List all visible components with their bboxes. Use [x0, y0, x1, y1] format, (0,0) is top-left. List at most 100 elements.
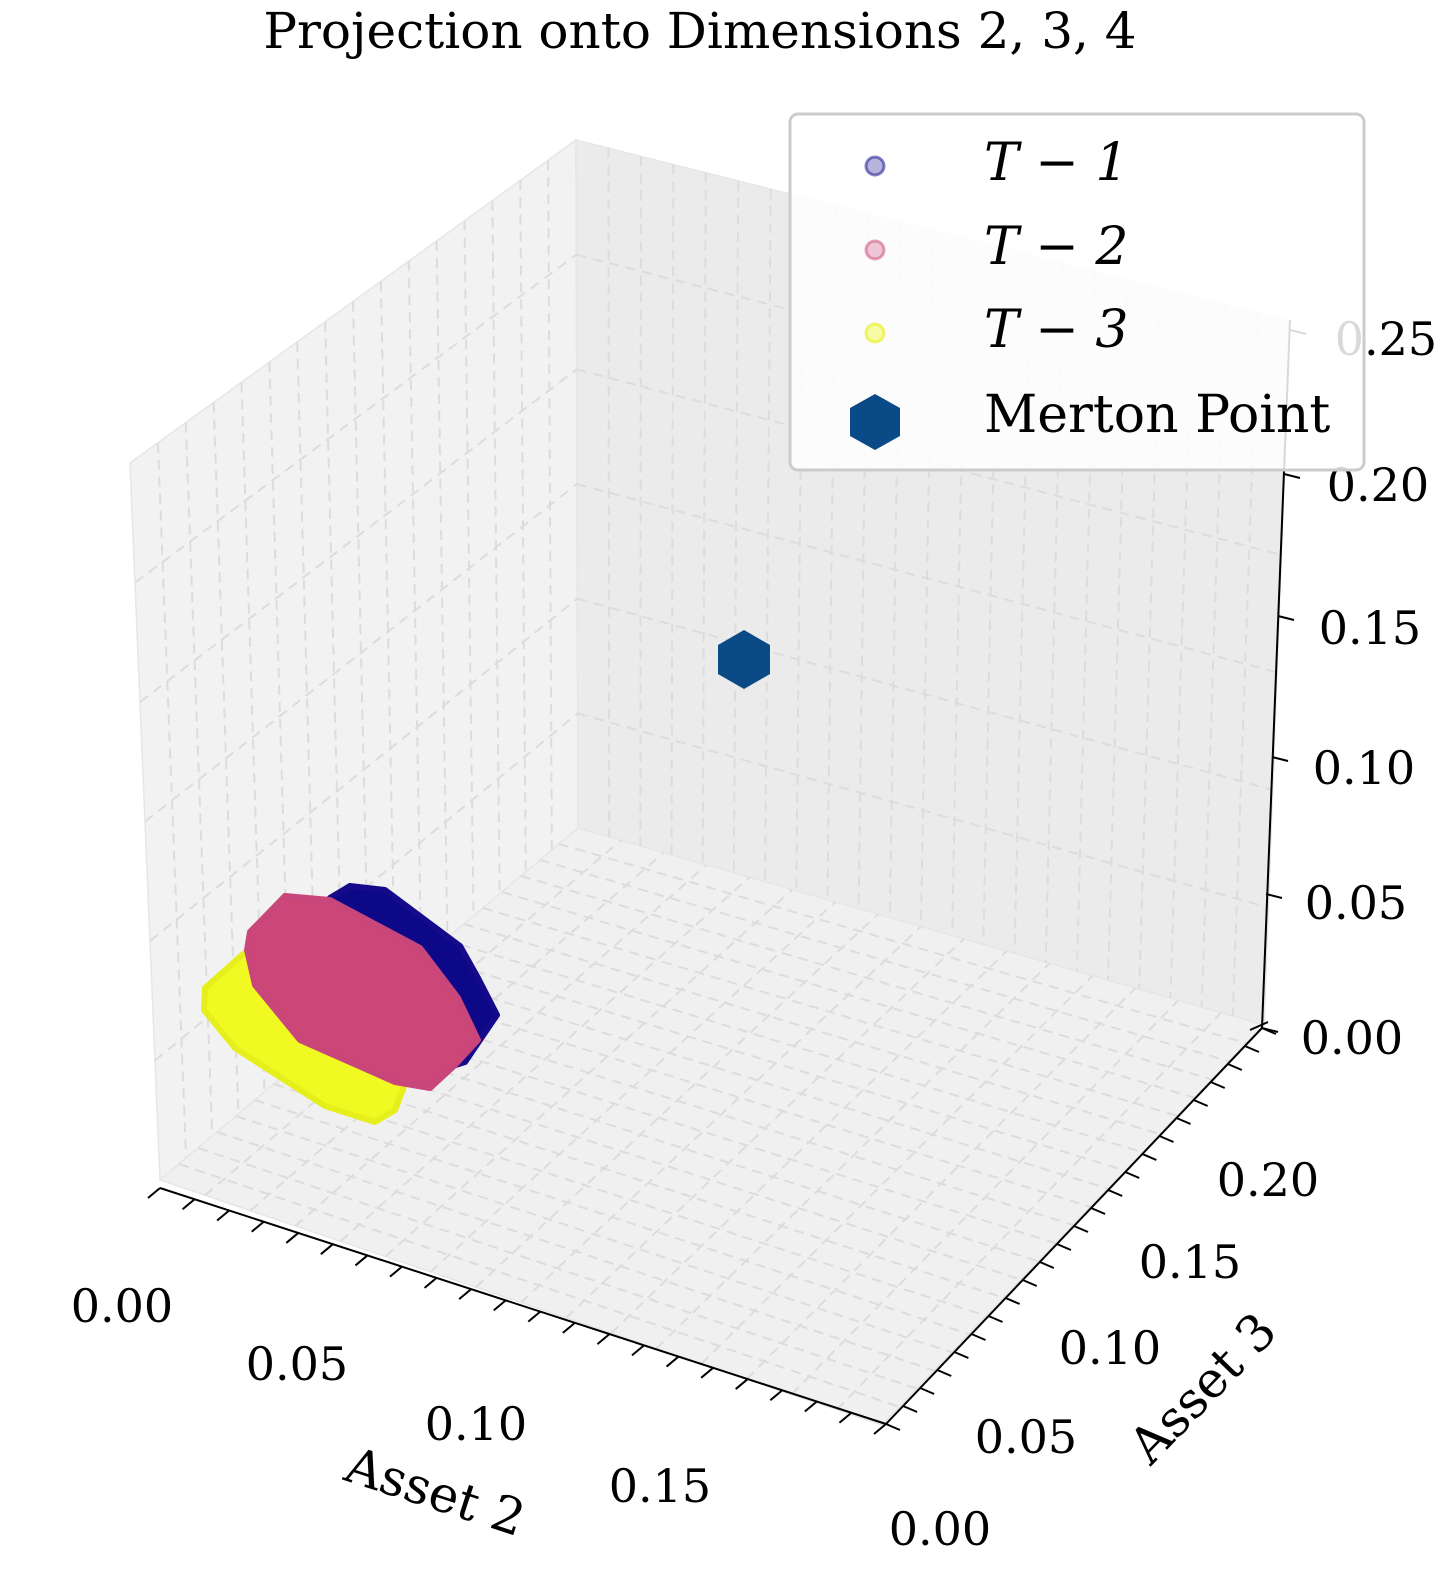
x-axis-tick [423, 1277, 438, 1289]
legend-marker-t1 [864, 155, 886, 177]
series-t2-cluster [244, 893, 481, 1091]
z-tick-label-3: 0.15 [1319, 601, 1421, 655]
z-tick-label-2: 0.10 [1313, 741, 1415, 795]
y-axis-tick [1056, 1243, 1072, 1251]
y-axis-tick [1159, 1135, 1174, 1143]
grid-line [520, 925, 922, 1304]
y-axis-tick [1244, 1045, 1260, 1053]
y-tick-label-2: 0.10 [1059, 1321, 1161, 1375]
grid-line [576, 483, 1278, 674]
x-axis-tick [216, 1209, 230, 1222]
grid-line [577, 597, 1273, 791]
x-axis-tick [769, 1389, 783, 1402]
grid-line [701, 172, 707, 864]
grid-line [134, 253, 577, 584]
y-axis-tick [1193, 1099, 1209, 1107]
x-axis-tick [562, 1322, 576, 1334]
x-axis-tick [596, 1333, 611, 1345]
y-axis-tick [1124, 1171, 1140, 1179]
axes-3d [129, 138, 1291, 1426]
x-tick-label-3: 0.15 [609, 1459, 711, 1513]
y-axis-tick [988, 1315, 1003, 1323]
y-axis-tick [1005, 1297, 1021, 1305]
grid-line [791, 999, 1179, 1396]
legend-label-t2: T − 2 [984, 217, 1128, 277]
x-axis-minor-ticks [147, 1187, 887, 1435]
y-tick-label-4: 0.20 [1217, 1153, 1319, 1207]
grid-line [655, 962, 1051, 1350]
y-axis-minor-ticks [885, 1027, 1277, 1431]
x-axis-tick [700, 1367, 714, 1379]
x-axis-line [159, 1187, 887, 1425]
z-axis-tick [1283, 473, 1301, 479]
x-axis-tick [804, 1400, 818, 1413]
y-axis-tick [936, 1369, 952, 1377]
z-axis-tick [1265, 893, 1283, 899]
grid-line [700, 975, 1094, 1365]
grid-line [732, 180, 740, 873]
grid-line [430, 901, 836, 1273]
grid-line [197, 1147, 918, 1390]
plot-area [201, 630, 770, 1125]
grid-line [273, 1083, 987, 1317]
legend-box [788, 112, 1366, 472]
y-axis-tick [919, 1387, 935, 1395]
y-axis-tick [1090, 1207, 1106, 1215]
y-axis-tick [971, 1333, 986, 1341]
z-tick-label-0: 0.00 [1301, 1011, 1403, 1065]
grid-line [339, 876, 751, 1242]
grid-line [149, 597, 578, 942]
y-axis-tick [1210, 1081, 1226, 1089]
grid-line [144, 483, 578, 823]
y-axis-tick [902, 1405, 918, 1413]
y-axis-tick [1227, 1063, 1243, 1071]
z-axis-tick [1277, 615, 1295, 621]
y-axis-tick [1107, 1189, 1123, 1197]
x-tick-label-2: 0.10 [425, 1397, 527, 1451]
grid-line [565, 938, 965, 1319]
z-axis-tick [1261, 1027, 1279, 1033]
legend-label-merton: Merton Point [984, 385, 1330, 445]
legend-label-t3: T − 3 [984, 300, 1128, 360]
x-axis-tick [354, 1254, 369, 1267]
y-axis-tick [1073, 1225, 1089, 1233]
grid-line [836, 1011, 1222, 1411]
x-axis-tick [838, 1411, 853, 1424]
grid-line [475, 913, 879, 1288]
x-tick-label-1: 0.05 [246, 1337, 348, 1391]
y-tick-label-1: 0.05 [975, 1410, 1077, 1464]
z-axis-tick [1249, 1021, 1269, 1031]
grid-line [607, 148, 611, 837]
grid-line [294, 864, 708, 1227]
x-axis-tick [251, 1220, 265, 1233]
grid-line [558, 843, 1247, 1045]
grid-line [139, 368, 578, 703]
chart-title: Projection onto Dimensions 2, 3, 4 [263, 2, 1136, 60]
z-axis-ticks [1249, 329, 1307, 1033]
grid-line [235, 1115, 952, 1354]
grid-line [670, 164, 675, 855]
grid-line [1075, 270, 1097, 972]
grid-line [639, 156, 642, 846]
x-axis-tick [631, 1344, 645, 1357]
y-axis-tick [1039, 1261, 1055, 1269]
y-axis-tick [1022, 1279, 1038, 1287]
x-tick-label-0: 0.00 [71, 1279, 173, 1333]
legend-marker-t2 [864, 239, 886, 261]
grid-line [610, 950, 1008, 1334]
legend-marker-t3 [864, 322, 886, 344]
x-axis-tick [735, 1378, 749, 1390]
y-axis-tick [1141, 1153, 1157, 1161]
y-axis-tick [885, 1423, 901, 1431]
x-axis-label: Asset 2 [337, 1435, 532, 1548]
x-axis-tick [147, 1187, 161, 1199]
legend-label-t1: T − 1 [984, 133, 1128, 193]
grid-line [387, 987, 1091, 1208]
x-axis-tick [665, 1355, 680, 1368]
grid-line [1107, 279, 1129, 981]
x-axis-tick [873, 1423, 887, 1435]
y-axis-tick [953, 1351, 969, 1359]
legend-marker-merton [850, 394, 900, 450]
grid-line [482, 907, 1178, 1117]
